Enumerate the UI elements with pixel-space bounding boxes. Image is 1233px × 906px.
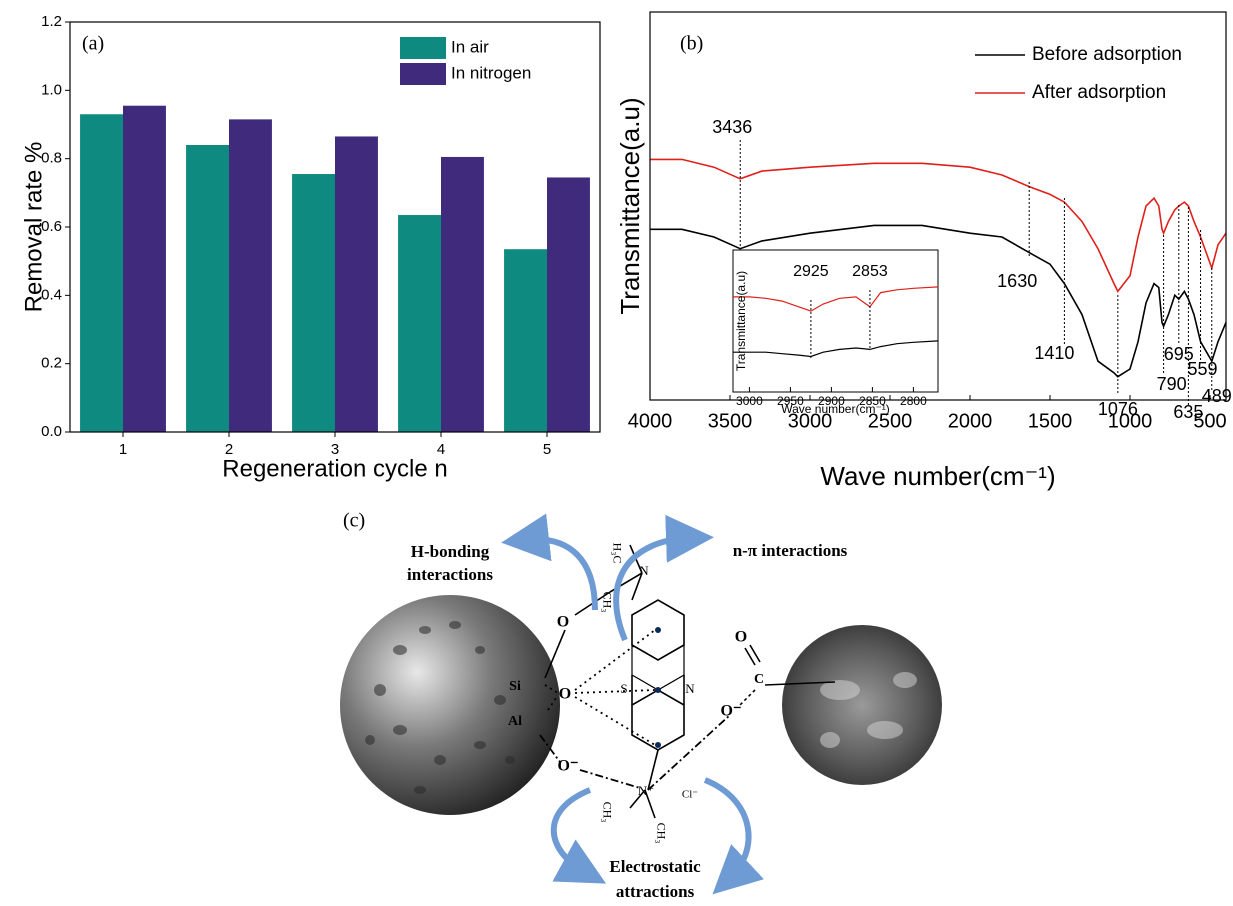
x-tick-label: 4000 (628, 410, 673, 432)
peak-label: 559 (1188, 359, 1218, 379)
legend-label: After adsorption (1032, 82, 1166, 103)
legend-swatch (400, 63, 446, 85)
bar (186, 145, 229, 432)
atom: O⁻ (721, 703, 742, 720)
y-axis-title: Removal rate % (20, 142, 47, 313)
interaction-label: n-π interactions (733, 541, 848, 560)
atom: S (620, 681, 627, 696)
interaction-label: interactions (407, 565, 493, 584)
peak-label: 635 (1173, 402, 1203, 422)
figure: (c) (0, 0, 1233, 906)
interaction-label: H-bonding (411, 542, 490, 561)
x-tick-label: 1 (119, 441, 127, 458)
pi-center (655, 687, 661, 693)
atom: C (754, 672, 764, 687)
atom: O (559, 686, 571, 703)
inset-frame (733, 250, 938, 392)
interaction-label: Electrostatic (609, 857, 701, 876)
bar (504, 249, 547, 432)
peak-label: 1076 (1098, 399, 1138, 419)
y-axis-title: Transmittance(a.u) (615, 97, 645, 314)
sem-sphere (782, 625, 942, 785)
legend-swatch (400, 37, 446, 59)
atom: N (639, 563, 649, 578)
x-axis-title: Regeneration cycle n (222, 455, 447, 482)
atom: N⁺ (638, 783, 654, 798)
atom: O (557, 614, 569, 631)
atom: Al (508, 714, 522, 729)
atom: Si (509, 679, 521, 694)
panel-label: (c) (343, 510, 365, 532)
panel-label: (a) (82, 33, 104, 55)
pi-center (655, 742, 661, 748)
y-tick-label: 0.2 (41, 355, 62, 372)
peak-label: 489 (1202, 386, 1232, 406)
x-tick-label: 5 (543, 441, 551, 458)
y-axis-title: Transmittance(a.u) (734, 271, 748, 371)
atom: H₃C (610, 543, 624, 564)
x-axis-title: Wave number(cm⁻¹) (781, 402, 890, 416)
clay-sphere (340, 595, 560, 815)
peak-label: 2853 (852, 263, 888, 280)
bar (335, 136, 378, 432)
atom: CH₃ (600, 592, 614, 613)
legend-label: In nitrogen (451, 63, 531, 82)
bar (398, 215, 441, 432)
peak-label: 1410 (1034, 343, 1074, 363)
y-tick-label: 1.0 (41, 81, 62, 98)
bar (123, 106, 166, 432)
x-tick-label: 3500 (708, 410, 753, 432)
interaction-label: attractions (616, 882, 695, 901)
bar (292, 174, 335, 432)
y-tick-label: 0.0 (41, 423, 62, 440)
panel-label: (b) (680, 33, 703, 55)
x-tick-label: 3000 (736, 394, 763, 408)
atom: CH₃ (600, 802, 614, 823)
atom: Cl⁻ (682, 789, 698, 801)
peak-label: 1630 (997, 271, 1037, 291)
x-tick-label: 2800 (900, 394, 927, 408)
atom: O (735, 629, 747, 646)
peak-label: 2925 (793, 263, 829, 280)
legend-label: In air (451, 37, 489, 56)
pi-center (655, 627, 661, 633)
bar (80, 114, 123, 432)
peak-label: 790 (1157, 374, 1187, 394)
x-tick-label: 2000 (948, 410, 993, 432)
atom: CH₃ (654, 823, 668, 844)
bar (441, 157, 484, 432)
x-tick-label: 1500 (1028, 410, 1073, 432)
x-axis-title: Wave number(cm⁻¹) (820, 461, 1055, 491)
page: {"chart_data": [ {"type": "bar", "panel_… (0, 0, 1233, 906)
atom: N (685, 681, 695, 696)
diagram: (c) (340, 510, 942, 901)
peak-label: 3436 (712, 117, 752, 137)
atom: O⁻ (558, 758, 579, 775)
bar (229, 119, 272, 432)
legend-label: Before adsorption (1032, 44, 1182, 65)
bar (547, 177, 590, 432)
y-tick-label: 1.2 (41, 13, 62, 30)
